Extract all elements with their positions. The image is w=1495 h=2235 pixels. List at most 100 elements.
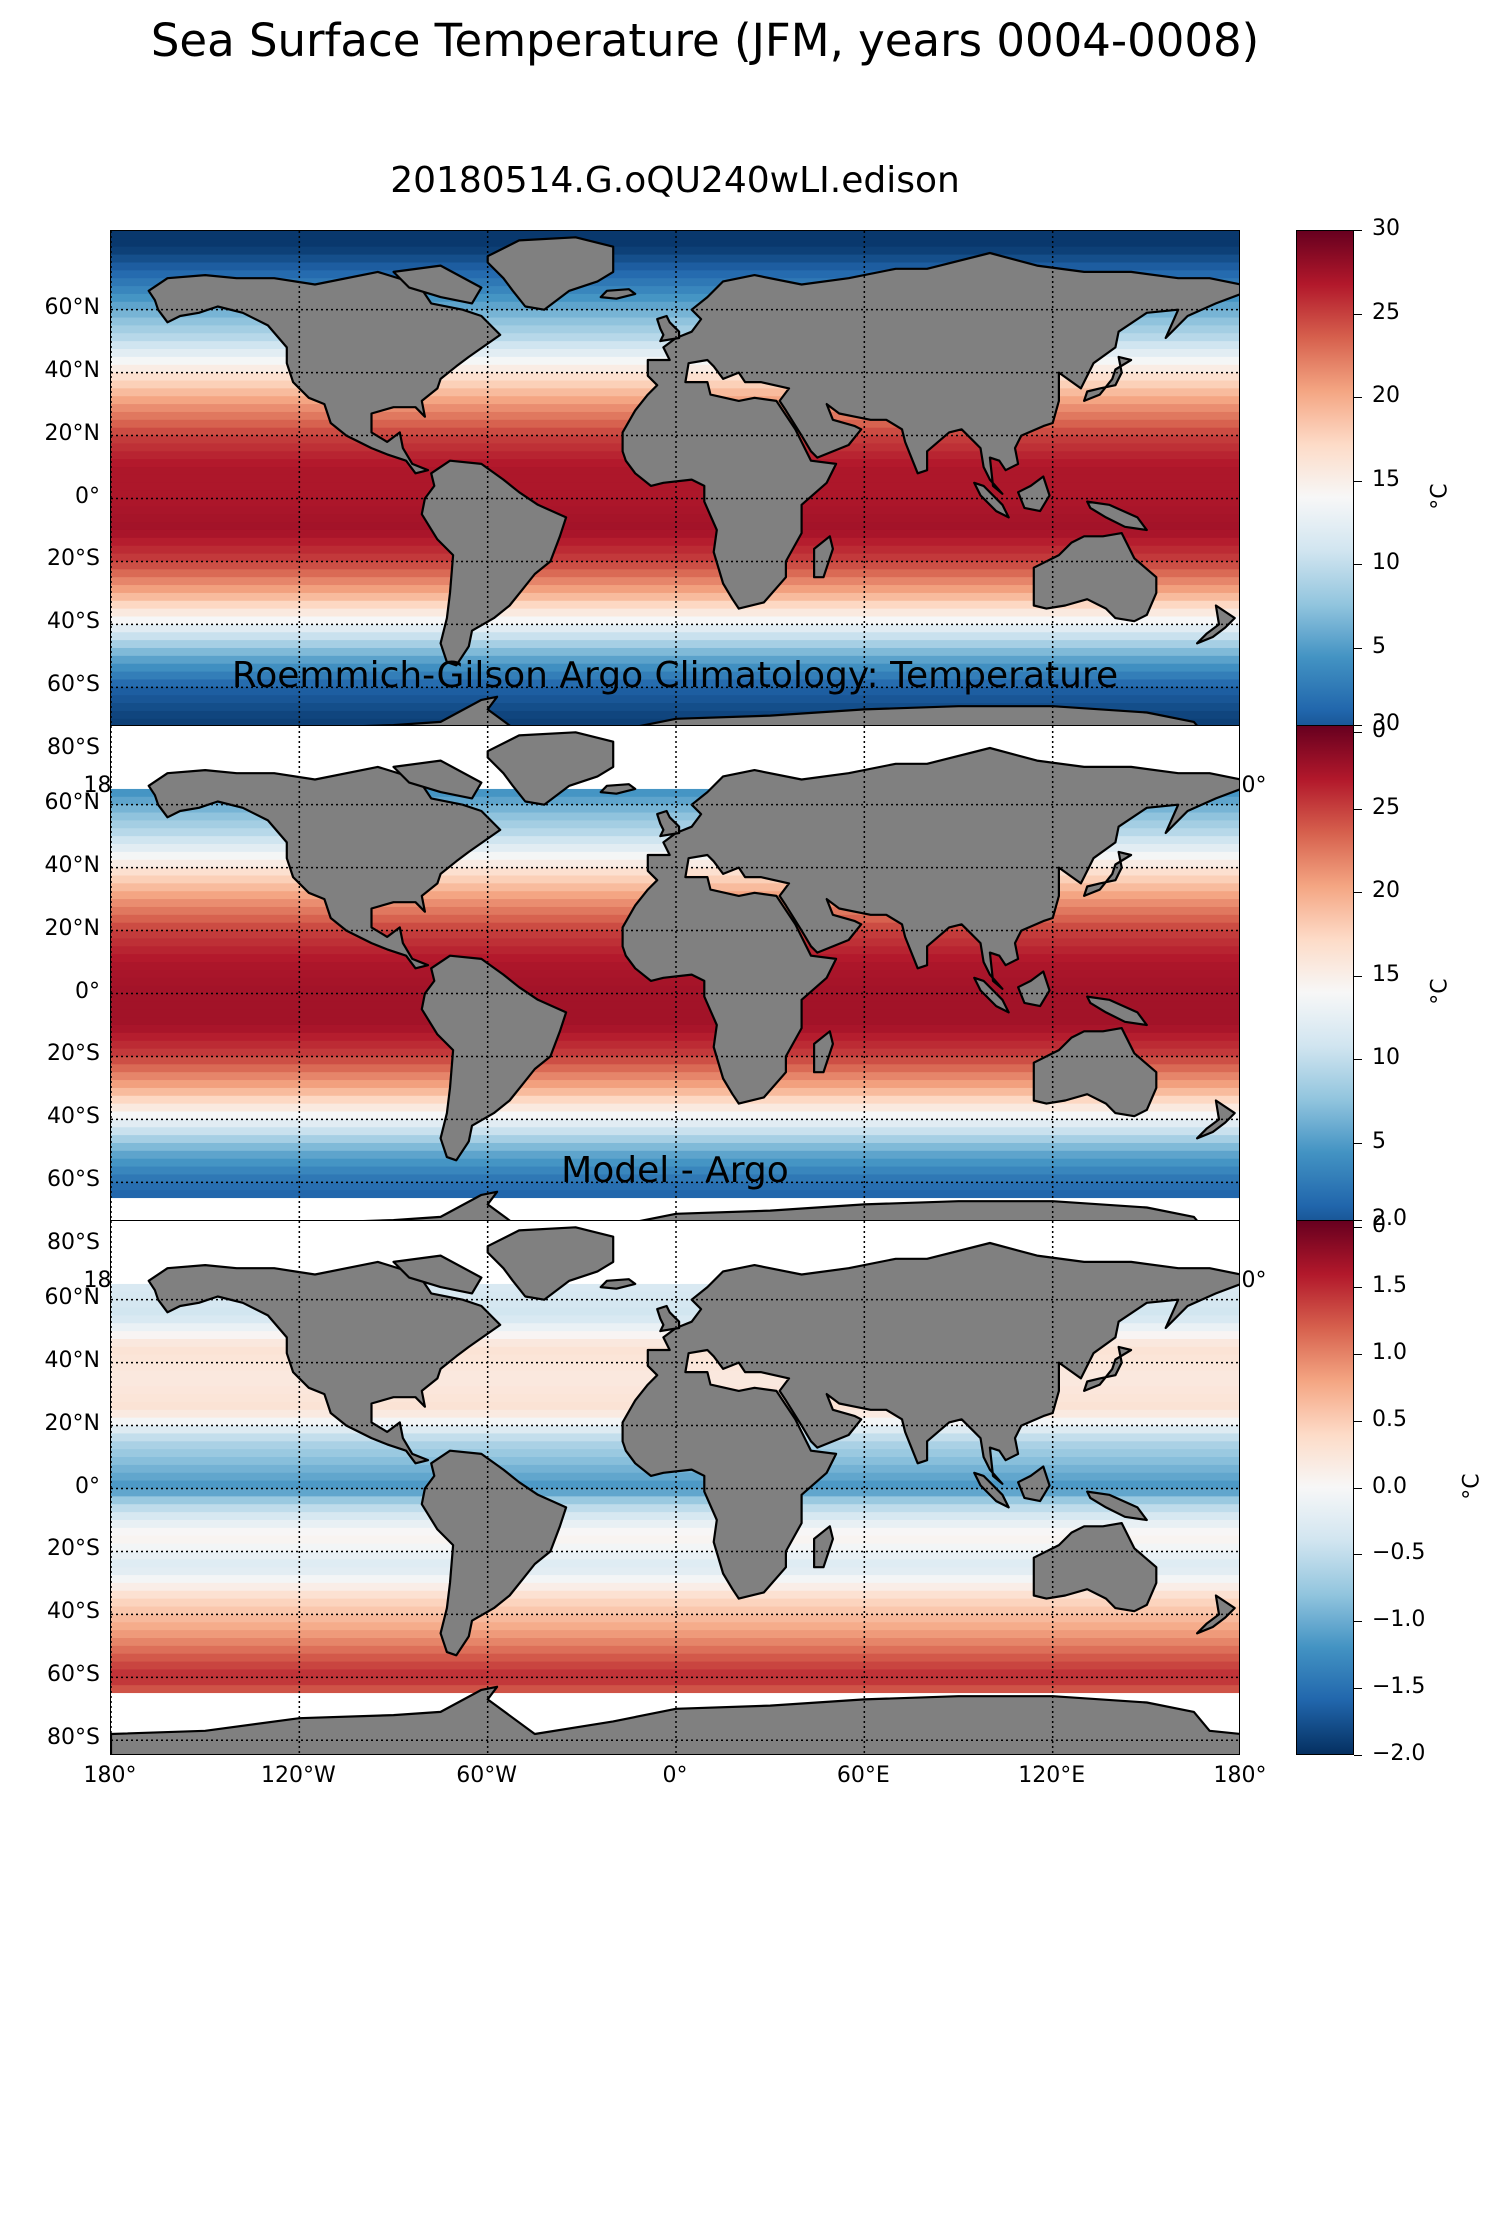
lat-tick-label: 0°	[75, 978, 100, 1004]
field-band	[111, 655, 1239, 665]
lat-tick-label: 60°S	[47, 1662, 100, 1688]
colorbar-tick-label: 25	[1372, 794, 1400, 820]
colorbar	[1296, 725, 1354, 1260]
field-band	[111, 1174, 1239, 1183]
colorbar-tick	[1354, 1487, 1362, 1489]
lat-tick-label: 40°S	[47, 1599, 100, 1625]
field-band	[111, 238, 1239, 248]
field-band	[111, 1087, 1239, 1097]
field-band	[111, 1268, 1239, 1277]
colorbar-tick	[1354, 808, 1362, 810]
colorbar-tick	[1354, 1220, 1362, 1221]
land-iceland	[599, 783, 637, 795]
land-japan	[1082, 850, 1133, 897]
colorbar-tick	[1354, 1755, 1362, 1756]
field-band	[111, 1488, 1239, 1497]
field-band	[111, 741, 1239, 751]
field-band	[111, 647, 1239, 657]
field-band	[111, 545, 1239, 555]
colorbar-tick	[1354, 975, 1362, 977]
field-band	[111, 1001, 1239, 1010]
lat-tick-label: 40°S	[47, 609, 100, 635]
field-band	[111, 1072, 1239, 1081]
land-africa-eurasia	[621, 746, 1239, 1105]
field-band	[111, 687, 1239, 696]
field-band	[111, 1048, 1239, 1058]
field-band	[111, 1291, 1239, 1301]
field-band	[111, 278, 1239, 287]
land-japan	[1082, 355, 1133, 402]
field-band	[111, 1472, 1239, 1482]
field-band	[111, 679, 1239, 688]
field-band	[111, 1677, 1239, 1686]
field-band	[111, 1056, 1239, 1065]
field-band	[111, 1637, 1239, 1647]
field-band	[111, 585, 1239, 594]
field-band	[111, 490, 1239, 500]
lat-tick-label: 40°N	[44, 852, 100, 878]
colorbar-tick	[1354, 1059, 1362, 1061]
field-band	[111, 1166, 1239, 1176]
field-band	[111, 640, 1239, 649]
field-band	[111, 1198, 1239, 1207]
field-band	[111, 293, 1239, 303]
colorbar-tick	[1354, 1688, 1362, 1690]
field-band	[111, 498, 1239, 507]
lon-tick-label: 60°W	[456, 1763, 518, 1788]
land-north-america	[147, 270, 502, 475]
field-band	[111, 1064, 1239, 1073]
colorbar-label: °C	[1427, 977, 1453, 1005]
field-band	[111, 231, 1239, 240]
land-uk	[656, 809, 681, 838]
land-uk	[656, 1304, 681, 1333]
field-band	[111, 592, 1239, 602]
land-new-zealand	[1195, 604, 1236, 645]
field-band	[111, 577, 1239, 586]
field-band	[111, 1299, 1239, 1309]
map-svg	[111, 1221, 1239, 1754]
field-band	[111, 1135, 1239, 1144]
colorbar-label: °C	[1427, 482, 1453, 510]
colorbar-tick	[1354, 1554, 1362, 1556]
field-band	[111, 710, 1239, 720]
lat-tick-label: 20°S	[47, 546, 100, 572]
field-band	[111, 1205, 1239, 1215]
field-band	[111, 773, 1239, 782]
colorbar-tick	[1354, 313, 1362, 315]
field-band	[111, 1512, 1239, 1521]
colorbar-tick-label: 0	[1372, 1212, 1386, 1238]
colorbar-tick-label: 25	[1372, 299, 1400, 325]
panel-title: Model - Argo	[561, 1150, 789, 1191]
land-baffin	[392, 759, 483, 800]
lat-tick-label: 60°N	[44, 789, 100, 815]
field-band	[111, 1559, 1239, 1568]
colorbar-tick-label: 30	[1372, 216, 1400, 241]
colorbar-tick-label: 1.5	[1372, 1272, 1407, 1298]
field-band	[111, 695, 1239, 704]
field-band	[111, 1119, 1239, 1128]
field-band	[111, 286, 1239, 295]
field-band	[111, 1653, 1239, 1663]
lon-tick-label: 120°W	[260, 1763, 336, 1788]
colorbar-tick-label: −2.0	[1372, 1741, 1426, 1766]
lat-tick-label: 20°N	[44, 1410, 100, 1436]
land-new-guinea	[1086, 995, 1148, 1027]
field-band	[111, 537, 1239, 547]
field-band	[111, 1103, 1239, 1113]
field-band	[111, 703, 1239, 712]
colorbar-tick-label: 0.0	[1372, 1473, 1407, 1499]
colorbar-tick	[1354, 725, 1362, 726]
colorbar-tick	[1354, 230, 1362, 231]
field-band	[111, 1598, 1239, 1608]
field-band	[111, 1182, 1239, 1191]
field-band	[111, 1527, 1239, 1537]
field-band	[111, 1283, 1239, 1293]
land-baffin	[392, 1254, 483, 1295]
field-band	[111, 1276, 1239, 1285]
field-band	[111, 608, 1239, 618]
field-band	[111, 506, 1239, 515]
field-band	[111, 977, 1239, 987]
colorbar-tick	[1354, 1621, 1362, 1623]
lat-tick-label: 20°N	[44, 915, 100, 941]
field-band	[111, 1228, 1239, 1238]
